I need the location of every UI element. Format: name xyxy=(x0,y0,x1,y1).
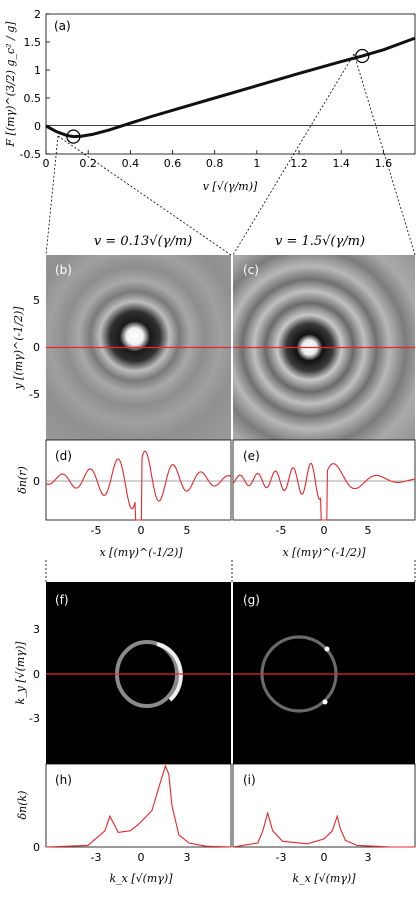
panel-d-ytick: 0 xyxy=(33,475,40,488)
panel-a-label: (a) xyxy=(54,19,71,33)
panel-c: (c) xyxy=(233,255,415,440)
panel-i-xtick: -3 xyxy=(276,851,287,864)
panel-d-xtick: 5 xyxy=(184,524,191,537)
panel-a-xtick: 0 xyxy=(43,157,50,170)
panel-i-xtick: 3 xyxy=(365,851,372,864)
panel-f-ytick: 0 xyxy=(33,668,40,681)
panel-i: (i) -3 0 3 k_x [√(mγ)] xyxy=(232,763,416,885)
panel-a-xtick: 0.6 xyxy=(164,157,182,170)
panel-f-ring-bright xyxy=(156,642,183,702)
panel-a-xtick: 1.2 xyxy=(290,157,308,170)
panel-b-label: (b) xyxy=(55,263,72,277)
panel-a-xtick: 1.6 xyxy=(375,157,393,170)
panel-a-ytick: -0.5 xyxy=(20,148,41,161)
panel-b-ylabel: y [(mγ)^(-1/2)] xyxy=(12,306,25,391)
panel-a-frame xyxy=(45,13,416,155)
velocity-marker xyxy=(355,48,370,64)
panel-i-frame xyxy=(232,763,416,848)
panel-f-momentum-map xyxy=(46,582,231,764)
panel-g-hotspot xyxy=(324,646,330,652)
header-left: v = 0.13√(γ/m) xyxy=(94,234,192,249)
panel-d-xlabel: x [(mγ)^(-1/2)] xyxy=(99,546,183,559)
panel-h: (h) δn(k) 0 -3 0 3 k_x [√(mγ)] xyxy=(16,763,232,885)
panel-h-xtick: 0 xyxy=(138,851,145,864)
panel-h-frame xyxy=(45,763,232,848)
panel-g-hotspot xyxy=(322,699,328,705)
panel-i-label: (i) xyxy=(243,773,256,787)
panel-a-ytick: 0 xyxy=(34,120,41,133)
panel-e-xtick: 5 xyxy=(365,524,372,537)
panel-f-ylabel: k_y [√(mγ)] xyxy=(14,641,27,705)
panel-c-label: (c) xyxy=(243,263,259,277)
panel-i-xlabel: k_x [√(mγ)] xyxy=(292,872,356,885)
panel-f: (f) k_y [√(mγ)] 3 0 -3 xyxy=(14,582,231,764)
panel-a-ylabel: F [(mγ)^(3/2) g_c² / g] xyxy=(4,21,17,148)
panel-b-ytick: 0 xyxy=(33,341,40,354)
force-curve xyxy=(45,36,416,139)
panel-b: (b) y [(mγ)^(-1/2)] 5 0 -5 xyxy=(12,255,231,440)
panel-f-ytick: -3 xyxy=(29,712,40,725)
panel-a-ytick: 2 xyxy=(34,8,41,21)
panel-e: (e) -5 0 5 x [(mγ)^(-1/2)] xyxy=(232,439,416,559)
panel-h-xtick: -3 xyxy=(91,851,102,864)
panel-e-xtick: 0 xyxy=(321,524,328,537)
panel-a-ytick: 1.5 xyxy=(24,36,42,49)
panel-a-xtick: 0.8 xyxy=(206,157,224,170)
panel-b-ytick: -5 xyxy=(29,388,40,401)
panel-h-label: (h) xyxy=(55,773,72,787)
panel-d-xtick: -5 xyxy=(91,524,102,537)
panel-e-xtick: -5 xyxy=(276,524,287,537)
panel-a-xtick: 1.4 xyxy=(332,157,350,170)
panel-e-xlabel: x [(mγ)^(-1/2)] xyxy=(282,546,366,559)
panel-g-momentum-map xyxy=(233,582,415,764)
panel-a-xtick: 0.2 xyxy=(79,157,97,170)
panel-a-xtick: 1 xyxy=(253,157,260,170)
panel-d-frame xyxy=(45,439,232,521)
panel-g-label: (g) xyxy=(243,593,260,607)
panel-d: (d) δn(r) 0 -5 0 5 x [(mγ)^(-1/2)] xyxy=(16,439,232,559)
panel-h-xtick: 3 xyxy=(184,851,191,864)
panel-h-xlabel: k_x [√(mγ)] xyxy=(109,872,173,885)
panel-a: -0.500.511.52 0 0.2 0.4 0.6 0.8 1 1.2 1.4 1.6 (a… xyxy=(4,8,416,193)
panel-e-label: (e) xyxy=(243,449,260,463)
momentum-trace-h xyxy=(45,764,232,848)
panel-d-label: (d) xyxy=(55,449,72,463)
header-right: v = 1.5√(γ/m) xyxy=(275,234,365,249)
panel-f-ytick: 3 xyxy=(33,623,40,636)
panel-b-ytick: 5 xyxy=(33,294,40,307)
velocity-marker xyxy=(66,129,81,144)
vertical-dotted-lines xyxy=(45,560,416,582)
connector-lines xyxy=(45,53,416,256)
panel-a-xtick: 0.4 xyxy=(122,157,140,170)
panel-a-xlabel: v [√(γ/m)] xyxy=(203,180,258,193)
density-trace-e xyxy=(232,462,416,521)
density-trace-d xyxy=(45,450,232,521)
panel-h-ylabel: δn(k) xyxy=(16,791,29,820)
panel-d-ylabel: δn(r) xyxy=(16,466,29,494)
panel-a-ytick: 1 xyxy=(34,64,41,77)
panel-h-ytick: 0 xyxy=(33,841,40,854)
panel-i-xtick: 0 xyxy=(321,851,328,864)
panel-f-label: (f) xyxy=(55,593,69,607)
panel-g: (g) xyxy=(233,582,415,764)
momentum-trace-i xyxy=(232,810,415,848)
panel-d-xtick: 0 xyxy=(138,524,145,537)
panel-a-ytick: 0.5 xyxy=(24,92,42,105)
